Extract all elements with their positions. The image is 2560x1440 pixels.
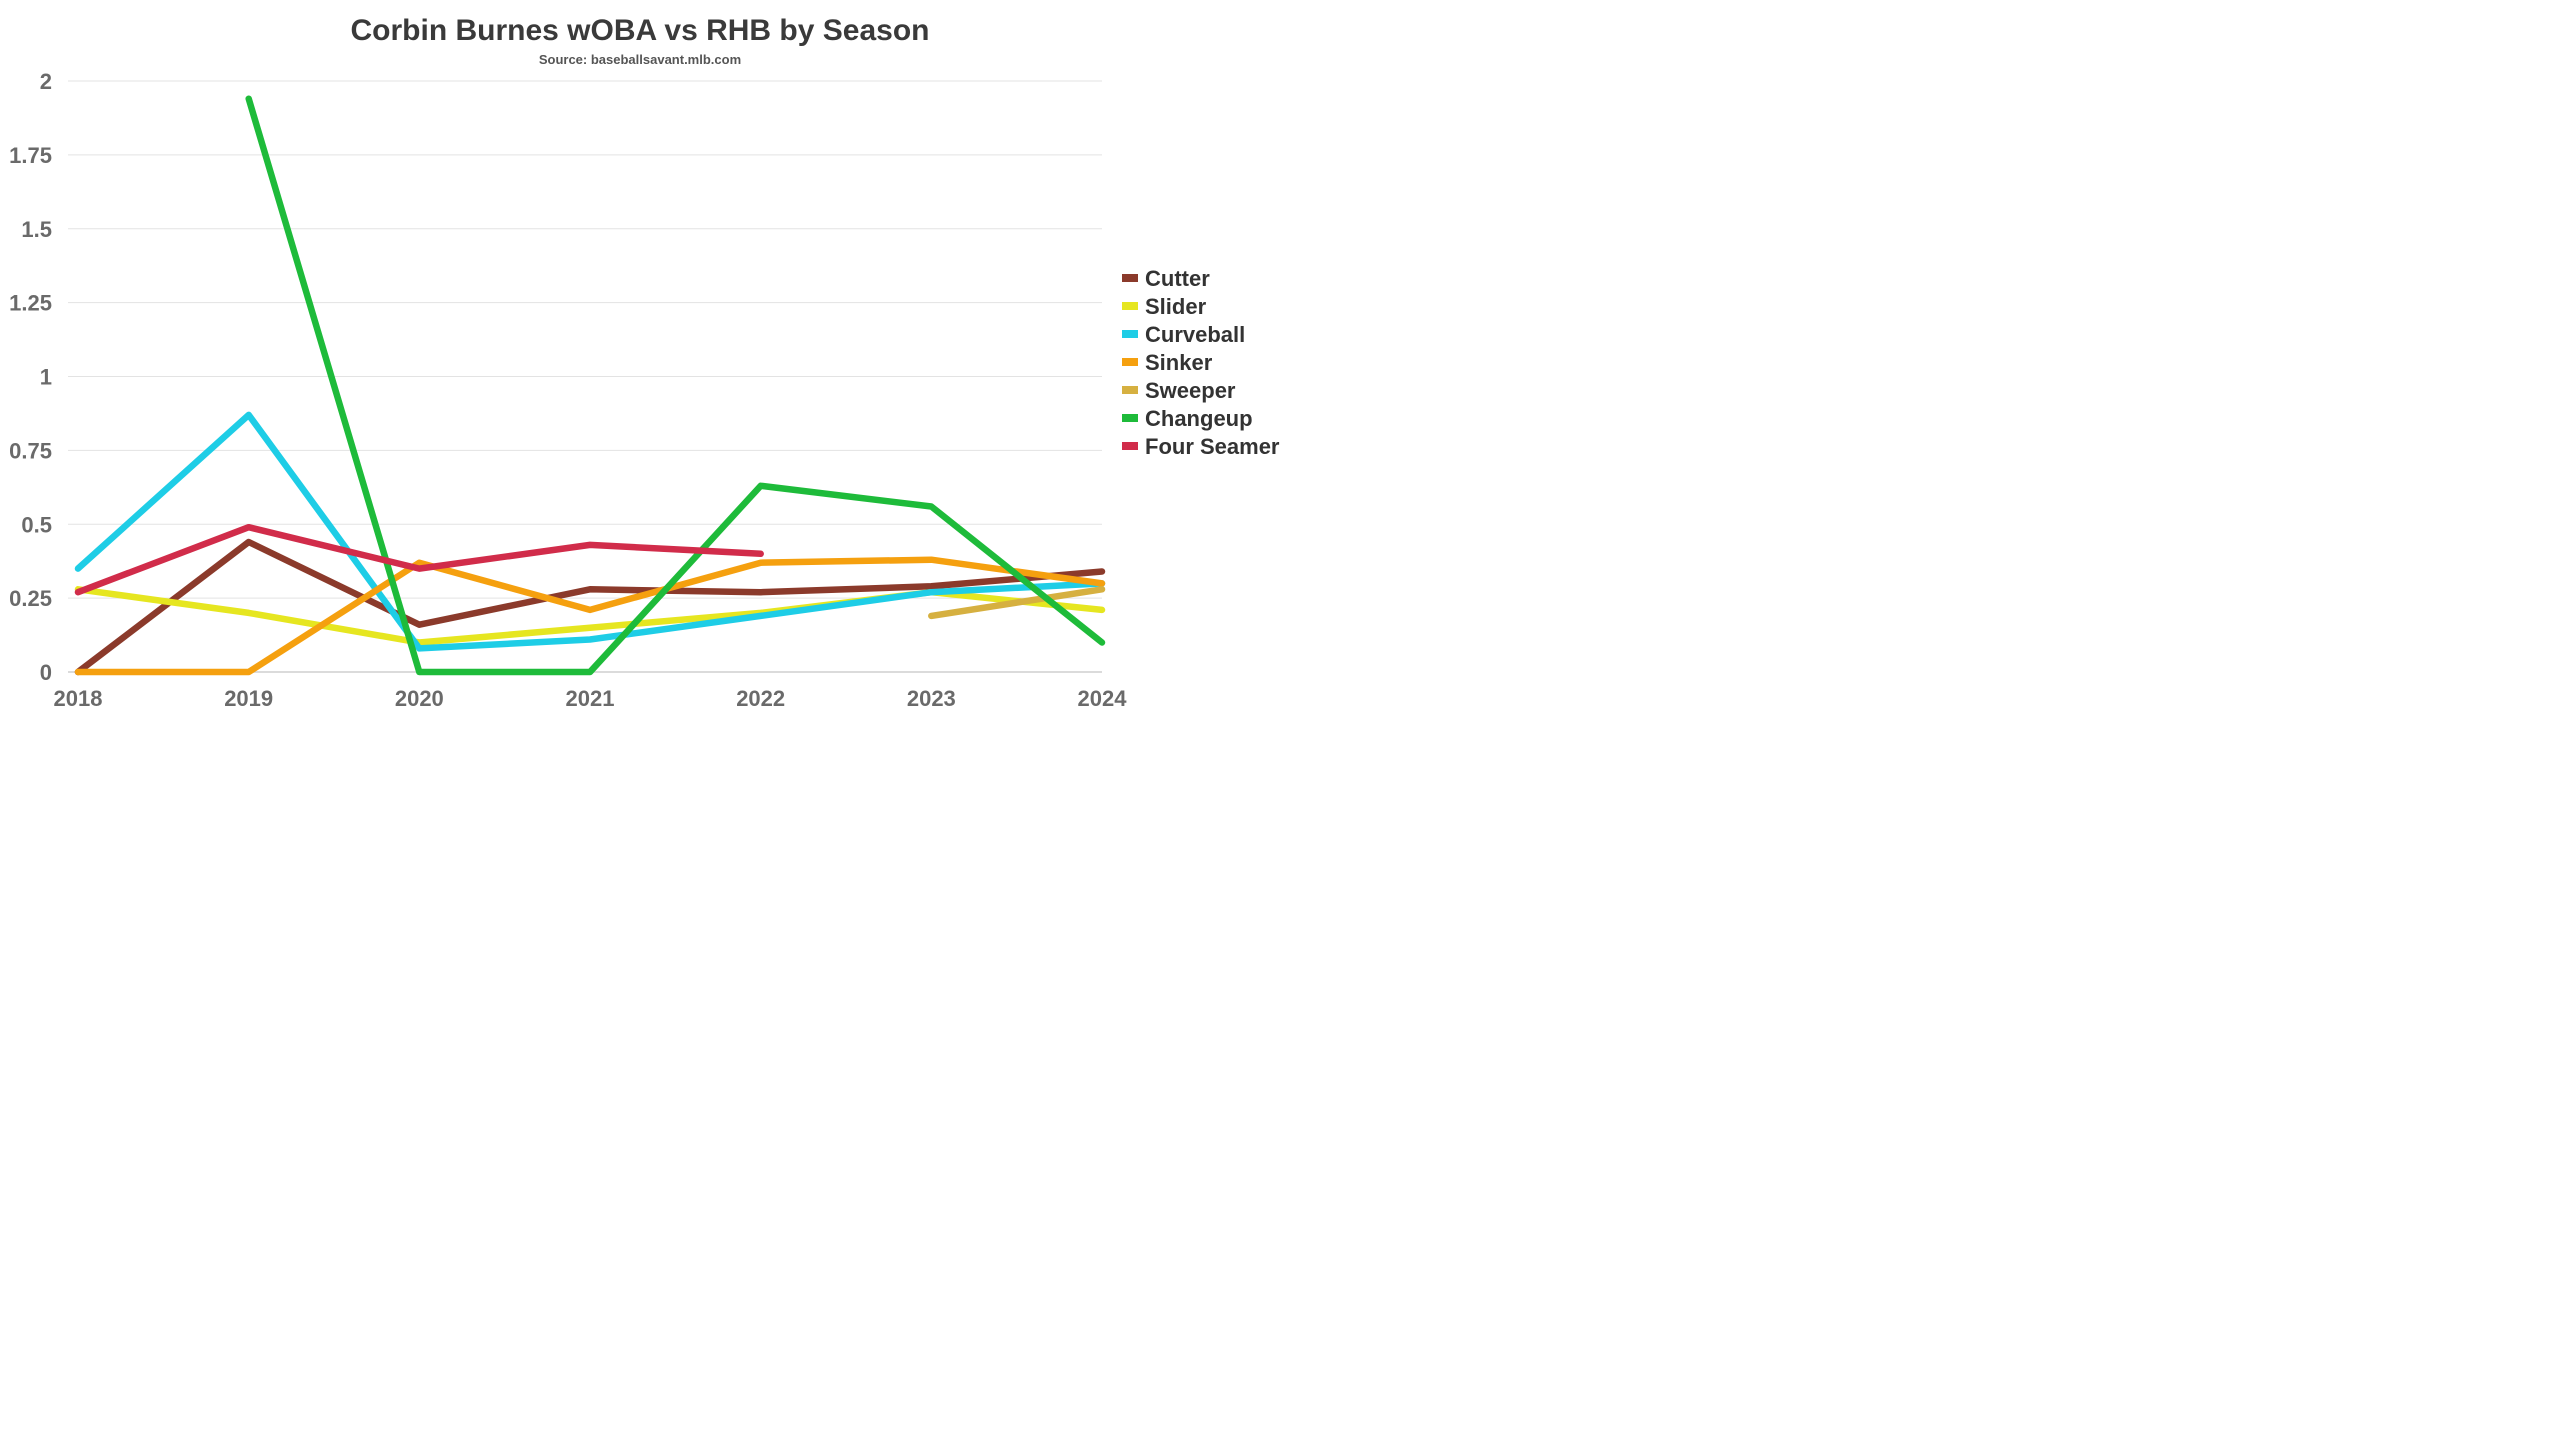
legend-item-slider[interactable]: Slider <box>1122 294 1207 319</box>
y-tick-label: 1.5 <box>21 217 52 242</box>
legend-swatch <box>1122 414 1138 422</box>
y-tick-label: 1.75 <box>9 143 52 168</box>
x-tick-label: 2019 <box>224 686 273 711</box>
x-tick-label: 2020 <box>395 686 444 711</box>
legend-item-cutter[interactable]: Cutter <box>1122 266 1210 291</box>
y-axis: 0 0.25 0.5 0.75 1 1.25 1.5 1.75 2 <box>9 69 52 685</box>
x-axis: 2018 2019 2020 2021 2022 2023 2024 <box>54 686 1128 711</box>
legend-swatch <box>1122 330 1138 338</box>
legend-swatch <box>1122 386 1138 394</box>
legend-item-sinker[interactable]: Sinker <box>1122 350 1213 375</box>
y-tick-label: 0.25 <box>9 586 52 611</box>
series-lines <box>74 95 1106 676</box>
x-tick-label: 2024 <box>1078 686 1128 711</box>
legend-swatch <box>1122 442 1138 450</box>
legend-swatch <box>1122 302 1138 310</box>
series-line-four-seamer <box>74 523 764 596</box>
x-tick-label: 2023 <box>907 686 956 711</box>
y-tick-label: 0 <box>40 660 52 685</box>
legend-label: Curveball <box>1145 322 1245 347</box>
legend-label: Sweeper <box>1145 378 1236 403</box>
legend-item-four-seamer[interactable]: Four Seamer <box>1122 434 1280 459</box>
legend-swatch <box>1122 274 1138 282</box>
legend-swatch <box>1122 358 1138 366</box>
chart-title: Corbin Burnes wOBA vs RHB by Season <box>350 14 930 47</box>
series-line-curveball <box>74 411 1106 652</box>
legend-item-sweeper[interactable]: Sweeper <box>1122 378 1236 403</box>
legend[interactable]: Cutter Slider Curveball Sinker Sweeper Change… <box>1122 266 1280 459</box>
legend-label: Slider <box>1145 294 1207 319</box>
x-tick-label: 2021 <box>566 686 615 711</box>
legend-item-curveball[interactable]: Curveball <box>1122 322 1245 347</box>
legend-label: Changeup <box>1145 406 1253 431</box>
chart-subtitle: Source: baseballsavant.mlb.com <box>538 52 742 67</box>
legend-label: Cutter <box>1145 266 1210 291</box>
legend-label: Four Seamer <box>1145 434 1280 459</box>
y-tick-label: 2 <box>40 69 52 94</box>
series-line-cutter <box>74 538 1106 676</box>
y-tick-label: 0.75 <box>9 438 52 463</box>
series-line-sinker <box>74 556 1106 676</box>
y-tick-label: 1 <box>40 365 52 390</box>
x-tick-label: 2018 <box>54 686 103 711</box>
y-tick-label: 0.5 <box>21 512 52 537</box>
legend-item-changeup[interactable]: Changeup <box>1122 406 1253 431</box>
series-line-changeup <box>245 95 1106 676</box>
x-tick-label: 2022 <box>736 686 785 711</box>
legend-label: Sinker <box>1145 350 1213 375</box>
y-tick-label: 1.25 <box>9 291 52 316</box>
series-line-sweeper <box>928 586 1106 620</box>
